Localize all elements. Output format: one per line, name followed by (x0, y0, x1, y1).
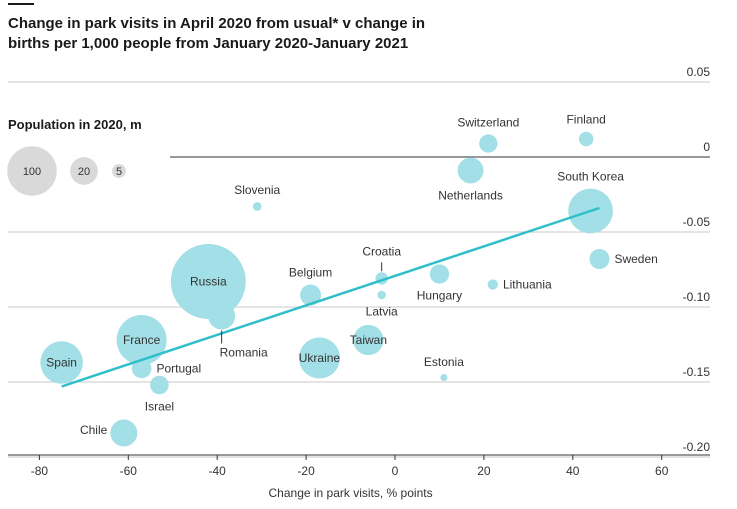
x-tick-label: -40 (209, 464, 227, 478)
data-point-switzerland (479, 134, 498, 153)
size-legend-label: 20 (78, 166, 90, 178)
point-label-netherlands: Netherlands (438, 188, 503, 202)
size-legend-bubble (7, 146, 57, 196)
y-tick-label: 0 (703, 140, 710, 154)
data-point-netherlands (457, 157, 484, 184)
point-label-israel: Israel (145, 399, 174, 413)
x-axis-label: Change in park visits, % points (269, 486, 433, 500)
data-point-sweden (589, 249, 610, 269)
point-label-croatia: Croatia (362, 244, 401, 258)
size-legend-label: 100 (23, 166, 41, 178)
point-label-france: France (123, 333, 161, 347)
data-point-spain (40, 341, 83, 384)
data-point-hungary (429, 264, 450, 284)
point-label-finland: Finland (566, 113, 605, 127)
point-label-portugal: Portugal (156, 362, 201, 376)
data-point-slovenia (252, 202, 262, 211)
data-point-romania (208, 302, 236, 330)
size-legend-bubble (112, 164, 126, 178)
data-point-portugal (131, 358, 152, 379)
point-label-sweden: Sweden (614, 252, 657, 266)
data-point-france (116, 315, 167, 365)
point-label-hungary: Hungary (417, 289, 462, 303)
point-label-belgium: Belgium (289, 265, 332, 279)
point-label-latvia: Latvia (366, 304, 398, 318)
size-legend-title: Population in 2020, m (8, 117, 142, 132)
point-label-slovenia: Slovenia (234, 183, 280, 197)
x-tick-label: 60 (655, 464, 669, 478)
data-point-russia (170, 244, 246, 319)
x-tick-label: 20 (477, 464, 491, 478)
size-legend-bubble (70, 157, 98, 185)
data-point-israel (150, 375, 169, 395)
data-point-latvia (377, 290, 386, 300)
top-accent-rule (8, 3, 34, 5)
data-point-belgium (300, 284, 322, 306)
y-tick-label: -0.20 (683, 440, 711, 454)
data-point-lithuania (487, 279, 498, 290)
data-point-taiwan (353, 324, 384, 356)
x-tick-label: -20 (297, 464, 315, 478)
x-tick-label: 40 (566, 464, 580, 478)
y-tick-label: -0.10 (683, 290, 711, 304)
point-label-lithuania: Lithuania (503, 278, 552, 292)
data-point-chile (110, 419, 138, 447)
y-tick-label: -0.05 (683, 215, 711, 229)
x-tick-label: -60 (120, 464, 138, 478)
point-label-romania: Romania (220, 346, 268, 360)
point-label-ukraine: Ukraine (299, 351, 341, 365)
point-label-russia: Russia (190, 275, 227, 289)
point-label-spain: Spain (46, 356, 77, 370)
x-tick-label: 0 (392, 464, 399, 478)
data-point-ukraine (298, 337, 340, 379)
data-point-finland (578, 131, 594, 147)
point-label-chile: Chile (80, 423, 108, 437)
point-label-estonia: Estonia (424, 355, 464, 369)
size-legend-label: 5 (116, 166, 122, 178)
y-tick-label: -0.15 (683, 365, 711, 379)
y-tick-label: 0.05 (687, 65, 711, 79)
point-label-taiwan: Taiwan (350, 333, 387, 347)
chart-title: Change in park visits in April 2020 from… (8, 15, 426, 52)
point-label-south-korea: South Korea (557, 170, 624, 184)
x-tick-label: -80 (31, 464, 49, 478)
trend-line (61, 206, 600, 388)
point-label-switzerland: Switzerland (457, 115, 519, 129)
data-point-estonia (440, 373, 448, 382)
